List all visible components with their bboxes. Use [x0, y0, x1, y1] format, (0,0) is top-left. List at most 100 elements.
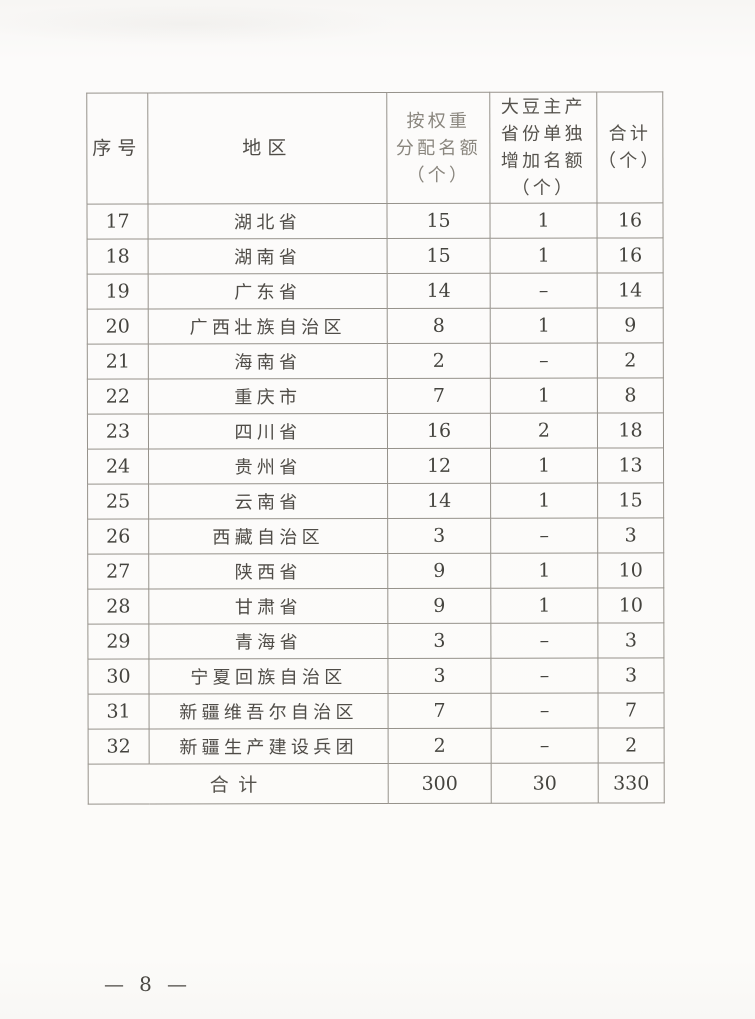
row-index: 32 — [88, 728, 150, 765]
row-index: 29 — [87, 623, 149, 660]
soybean-quota: – — [491, 693, 599, 729]
row-index: 26 — [87, 518, 149, 555]
weight-quota: 2 — [388, 728, 492, 764]
weight-quota: 14 — [387, 483, 491, 519]
soybean-quota: – — [490, 518, 598, 554]
weight-quota: 15 — [387, 238, 491, 274]
row-total: 3 — [597, 622, 664, 659]
table-row: 22 重庆市 7 1 8 — [87, 377, 664, 415]
region-name: 西藏自治区 — [148, 518, 388, 554]
region-name: 新疆生产建设兵团 — [149, 728, 389, 764]
soybean-quota: – — [490, 343, 598, 379]
col-header-index: 序号 — [86, 92, 148, 205]
table-header: 序号 地区 按权重 分配名额 （个） 大豆主产 省份单独 增加名额 （个） 合计… — [86, 91, 663, 205]
row-index: 28 — [87, 588, 149, 625]
row-total: 16 — [597, 237, 664, 274]
region-name: 广西壮族自治区 — [148, 308, 388, 344]
total-soybean-quota: 30 — [491, 763, 599, 804]
row-total: 18 — [597, 412, 664, 449]
total-label: 合计 — [88, 763, 389, 805]
soybean-quota: – — [490, 658, 599, 694]
row-total: 2 — [598, 727, 665, 764]
region-name: 青海省 — [148, 623, 388, 659]
row-total: 2 — [597, 342, 664, 379]
region-name: 海南省 — [148, 343, 388, 379]
table-row: 20 广西壮族自治区 8 1 9 — [87, 307, 664, 345]
table-row: 18 湖南省 15 1 16 — [87, 237, 664, 275]
table-row: 23 四川省 16 2 18 — [87, 412, 664, 450]
soybean-quota: – — [490, 623, 598, 659]
row-total: 7 — [598, 692, 665, 729]
weight-quota: 2 — [387, 343, 491, 379]
quota-table: 序号 地区 按权重 分配名额 （个） 大豆主产 省份单独 增加名额 （个） 合计… — [86, 91, 665, 805]
table-row: 30 宁夏回族自治区 3–3 — [87, 657, 665, 695]
soybean-quota: 1 — [490, 588, 598, 624]
region-name: 云南省 — [148, 483, 388, 519]
row-index: 21 — [87, 343, 149, 380]
region-name: 贵州省 — [148, 448, 388, 484]
col-header-region: 地区 — [147, 92, 387, 204]
weight-quota: 9 — [387, 588, 491, 624]
region-name: 湖北省 — [147, 203, 388, 239]
row-total: 10 — [597, 587, 664, 624]
soybean-quota: 1 — [490, 378, 598, 414]
region-name: 甘肃省 — [148, 588, 388, 624]
region-name: 重庆市 — [148, 378, 388, 414]
row-index: 19 — [87, 273, 149, 310]
row-index: 27 — [87, 553, 149, 590]
soybean-quota: 1 — [490, 553, 598, 589]
row-index: 17 — [86, 203, 149, 240]
row-total: 14 — [597, 272, 664, 309]
weight-quota: 14 — [387, 273, 491, 309]
table-footer: 合计 300 30 330 — [88, 762, 665, 805]
table-row: 28 甘肃省 9 1 10 — [87, 587, 664, 625]
weight-quota: 3 — [387, 623, 491, 659]
row-total: 3 — [597, 657, 665, 694]
row-index: 20 — [87, 308, 149, 345]
table-row: 27 陕西省 9 1 10 — [87, 552, 664, 590]
col-header-soybean-quota: 大豆主产 省份单独 增加名额 （个） — [489, 92, 597, 204]
row-total: 13 — [597, 447, 664, 484]
row-total: 3 — [597, 517, 664, 554]
table-row: 17 湖北省 15 1 16 — [86, 202, 664, 240]
total-row: 合计 300 30 330 — [88, 762, 665, 805]
soybean-quota: 1 — [490, 483, 598, 519]
region-name: 广东省 — [148, 273, 388, 309]
weight-quota: 3 — [387, 658, 492, 694]
row-index: 25 — [87, 483, 149, 520]
table-row: 24 贵州省 12 1 13 — [87, 447, 664, 485]
region-name: 陕西省 — [148, 553, 388, 589]
weight-quota: 12 — [387, 448, 491, 484]
soybean-quota: 1 — [489, 203, 598, 239]
total-sum: 330 — [598, 762, 665, 804]
soybean-quota: 2 — [490, 413, 598, 449]
row-index: 18 — [87, 238, 149, 275]
table-body: 17 湖北省 15 1 16 18 湖南省 15 1 16 19 广东省 14–14 20 广西壮族自治区 8… — [86, 202, 665, 765]
region-name: 四川省 — [148, 413, 388, 449]
region-name: 湖南省 — [148, 238, 388, 274]
table-row: 19 广东省 14–14 — [87, 272, 664, 310]
table-row: 31 新疆维吾尔自治区 7–7 — [88, 692, 665, 730]
row-index: 23 — [87, 413, 149, 450]
row-total: 10 — [597, 552, 664, 589]
soybean-quota: 1 — [490, 308, 598, 344]
weight-quota: 9 — [387, 553, 491, 589]
region-name: 宁夏回族自治区 — [148, 658, 389, 694]
soybean-quota: – — [491, 728, 599, 764]
table-row: 32 新疆生产建设兵团 2–2 — [88, 727, 665, 765]
col-header-total: 合计 （个） — [596, 91, 663, 204]
weight-quota: 7 — [388, 693, 492, 729]
total-weight-quota: 300 — [388, 763, 492, 804]
row-index: 30 — [87, 658, 150, 695]
header-row: 序号 地区 按权重 分配名额 （个） 大豆主产 省份单独 增加名额 （个） 合计… — [86, 91, 663, 205]
row-total: 16 — [596, 202, 664, 239]
weight-quota: 3 — [387, 518, 491, 554]
soybean-quota: – — [490, 273, 598, 309]
table-row: 25 云南省 14 1 15 — [87, 482, 664, 520]
page-number: — 8 — — [104, 972, 192, 996]
row-index: 22 — [87, 378, 149, 415]
weight-quota: 16 — [387, 413, 491, 449]
soybean-quota: 1 — [490, 238, 598, 274]
region-name: 新疆维吾尔自治区 — [149, 693, 389, 729]
table-row: 26 西藏自治区 3–3 — [87, 517, 664, 555]
